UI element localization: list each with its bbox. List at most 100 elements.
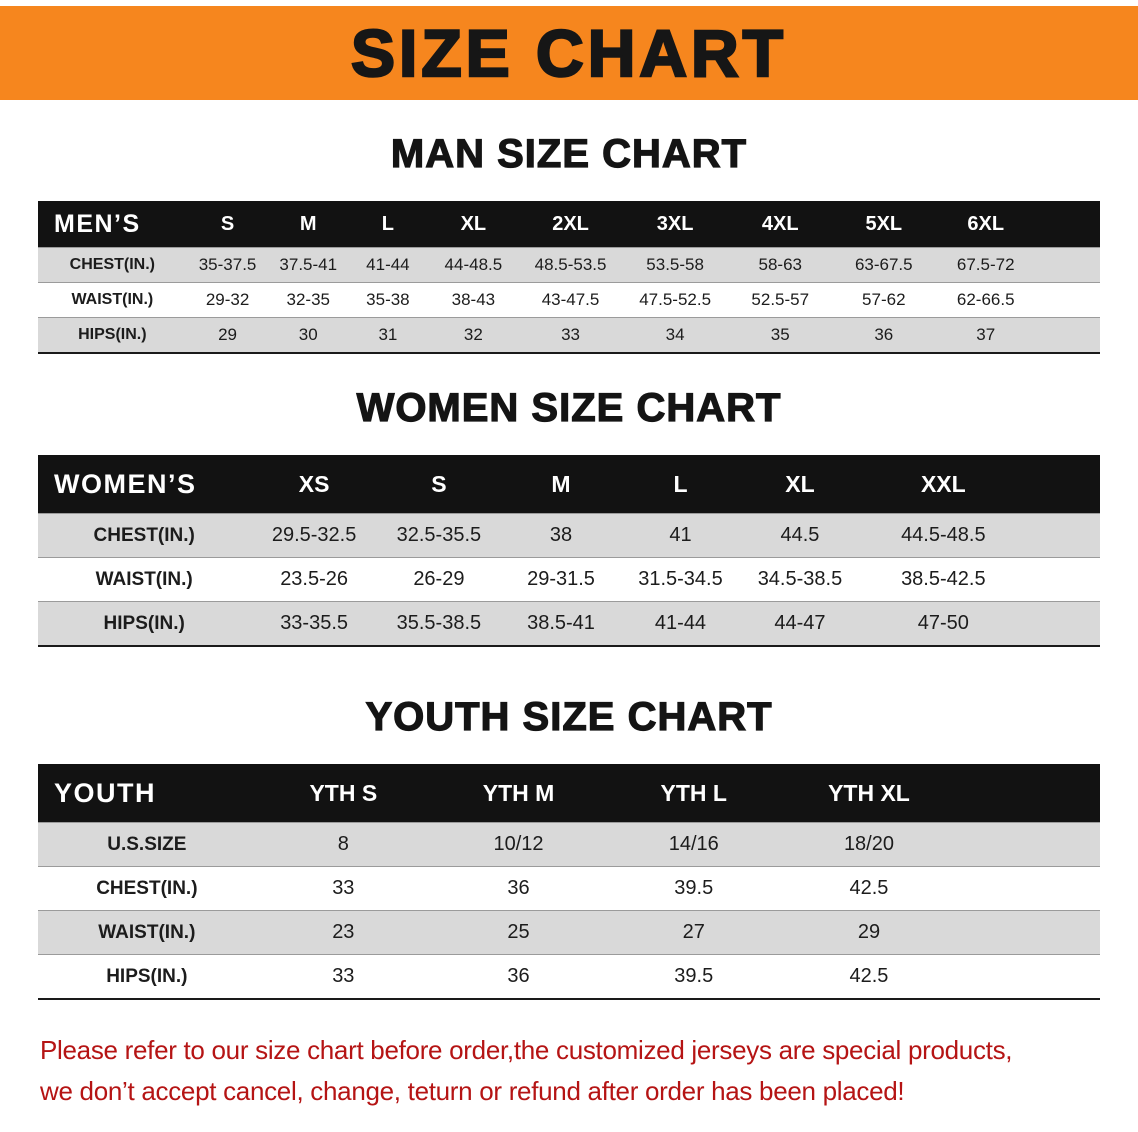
banner: SIZE CHART — [0, 6, 1138, 100]
size-column-header: 2XL — [519, 201, 623, 248]
size-column-header: 3XL — [622, 201, 729, 248]
table-header-row: YOUTH YTH S YTH M YTH L YTH XL — [38, 764, 1100, 823]
row-spacer-cell — [1026, 558, 1100, 602]
measurement-value-cell: 8 — [337, 833, 349, 855]
measurement-value-cell: 23 — [332, 921, 355, 943]
women-size-table: WOMEN’S XS S M L XL XXL CHEST(IN.) 29.5-32.5 32.5… — [38, 455, 1100, 647]
size-column-header: XL — [738, 455, 862, 514]
row-spacer-cell — [957, 955, 1100, 1000]
measurement-value-cell: 33-35.5 — [280, 612, 349, 634]
table-row: CHEST(IN.) 35-37.5 37.5-41 41-44 44-48.5 48.5… — [38, 247, 1100, 283]
measurement-value-cell: 31 — [378, 325, 398, 344]
measurement-value-cell: 39.5 — [674, 877, 714, 899]
size-column-header: YTH S — [255, 764, 431, 823]
size-column-header: 5XL — [832, 201, 936, 248]
measurement-value-cell: 58-63 — [758, 255, 802, 274]
youth-size-table: YOUTH YTH S YTH M YTH L YTH XL U.S.SIZE 8 10/12… — [38, 764, 1100, 1000]
measurement-value-cell: 35-37.5 — [198, 255, 257, 274]
measurement-value-cell: 35 — [770, 325, 790, 344]
measurement-value-cell: 47-50 — [917, 612, 969, 634]
table-row: CHEST(IN.) 29.5-32.5 32.5-35.5 38 41 44.5 44.5… — [38, 513, 1100, 558]
row-spacer-cell — [1026, 514, 1100, 558]
size-column-header: S — [186, 201, 269, 248]
size-column-header: XL — [427, 201, 520, 248]
table-title-cell: MEN’S — [38, 201, 187, 248]
row-spacer-cell — [1026, 602, 1100, 647]
youth-size-section: YOUTH SIZE CHART YOUTH YTH S YTH M YTH L YTH… — [0, 694, 1138, 1000]
size-column-header: L — [622, 455, 739, 514]
measurement-value-cell: 48.5-53.5 — [534, 255, 607, 274]
measurement-value-cell: 18/20 — [843, 833, 894, 855]
row-spacer-cell — [957, 867, 1100, 911]
size-column-header: XXL — [861, 455, 1026, 514]
measurement-label-cell: U.S.SIZE — [107, 833, 187, 855]
size-column-header: 4XL — [728, 201, 833, 248]
header-spacer-cell — [1025, 455, 1100, 514]
table-row: U.S.SIZE 8 10/12 14/16 18/20 — [38, 822, 1100, 867]
measurement-value-cell: 32.5-35.5 — [396, 524, 482, 546]
measurement-value-cell: 47.5-52.5 — [639, 290, 712, 309]
disclaimer: Please refer to our size chart before or… — [40, 1030, 1108, 1112]
table-header-row: WOMEN’S XS S M L XL XXL — [38, 455, 1100, 514]
measurement-value-cell: 41-44 — [654, 612, 707, 634]
measurement-value-cell: 37 — [976, 325, 996, 344]
measurement-value-cell: 29-31.5 — [527, 568, 595, 590]
measurement-value-cell: 25 — [507, 921, 530, 943]
size-column-header: M — [268, 201, 349, 248]
measurement-value-cell: 33 — [332, 965, 355, 987]
measurement-value-cell: 34.5-38.5 — [757, 568, 843, 590]
measurement-value-cell: 38 — [549, 524, 573, 546]
measurement-value-cell: 67.5-72 — [956, 255, 1015, 274]
measurement-value-cell: 57-62 — [862, 290, 906, 309]
table-row: WAIST(IN.) 29-32 32-35 35-38 38-43 43-47.5 47.… — [38, 282, 1100, 318]
measurement-value-cell: 29 — [857, 921, 881, 943]
measurement-value-cell: 23.5-26 — [280, 568, 349, 590]
measurement-label-cell: WAIST(IN.) — [95, 568, 193, 590]
measurement-value-cell: 39.5 — [674, 965, 714, 987]
measurement-value-cell: 32 — [463, 325, 483, 344]
size-column-header: M — [499, 455, 623, 514]
size-column-header: YTH XL — [781, 764, 957, 823]
size-column-header: YTH L — [606, 764, 782, 823]
size-column-header: L — [348, 201, 428, 248]
measurement-value-cell: 36 — [507, 877, 530, 899]
size-column-header: 6XL — [935, 201, 1037, 248]
row-spacer-cell — [1036, 283, 1100, 318]
measurement-value-cell: 34 — [665, 325, 685, 344]
disclaimer-line-2: we don’t accept cancel, change, teturn o… — [40, 1076, 905, 1106]
measurement-value-cell: 37.5-41 — [279, 255, 338, 274]
header-spacer-cell — [956, 764, 1100, 823]
measurement-label-cell: HIPS(IN.) — [106, 965, 188, 987]
measurement-value-cell: 44.5-48.5 — [901, 524, 986, 546]
table-row: HIPS(IN.) 33 36 39.5 42.5 — [38, 954, 1100, 1000]
measurement-value-cell: 35-38 — [366, 290, 410, 309]
size-column-header: YTH M — [430, 764, 607, 823]
measurement-value-cell: 38.5-42.5 — [901, 568, 986, 590]
measurement-value-cell: 35.5-38.5 — [396, 612, 482, 634]
disclaimer-line-1: Please refer to our size chart before or… — [40, 1035, 1013, 1065]
measurement-value-cell: 42.5 — [849, 965, 889, 987]
measurement-value-cell: 41 — [669, 524, 692, 546]
measurement-label-cell: CHEST(IN.) — [96, 877, 198, 899]
row-spacer-cell — [1036, 248, 1100, 283]
youth-section-heading: YOUTH SIZE CHART — [365, 694, 773, 739]
table-row: HIPS(IN.) 29 30 31 32 33 34 35 36 37 — [38, 317, 1100, 353]
measurement-value-cell: 29.5-32.5 — [271, 524, 357, 546]
measurement-value-cell: 62-66.5 — [956, 290, 1015, 309]
measurement-value-cell: 36 — [507, 965, 530, 987]
measurement-label-cell: HIPS(IN.) — [78, 326, 147, 343]
measurement-value-cell: 53.5-58 — [646, 255, 704, 274]
measurement-value-cell: 52.5-57 — [751, 290, 810, 309]
measurement-value-cell: 44-47 — [774, 612, 826, 634]
measurement-value-cell: 30 — [298, 325, 318, 344]
table-title-cell: WOMEN’S — [38, 455, 251, 514]
measurement-value-cell: 32-35 — [286, 290, 330, 309]
table-row: WAIST(IN.) 23 25 27 29 — [38, 910, 1100, 955]
men-size-table: MEN’S S M L XL 2XL 3XL 4XL 5XL 6XL CHEST(IN.) 35-37… — [38, 201, 1100, 354]
row-spacer-cell — [957, 911, 1100, 955]
measurement-value-cell: 10/12 — [493, 833, 544, 855]
measurement-value-cell: 33 — [332, 877, 355, 899]
men-section-heading: MAN SIZE CHART — [390, 131, 748, 176]
measurement-value-cell: 44-48.5 — [444, 255, 503, 274]
measurement-label-cell: WAIST(IN.) — [98, 921, 196, 943]
